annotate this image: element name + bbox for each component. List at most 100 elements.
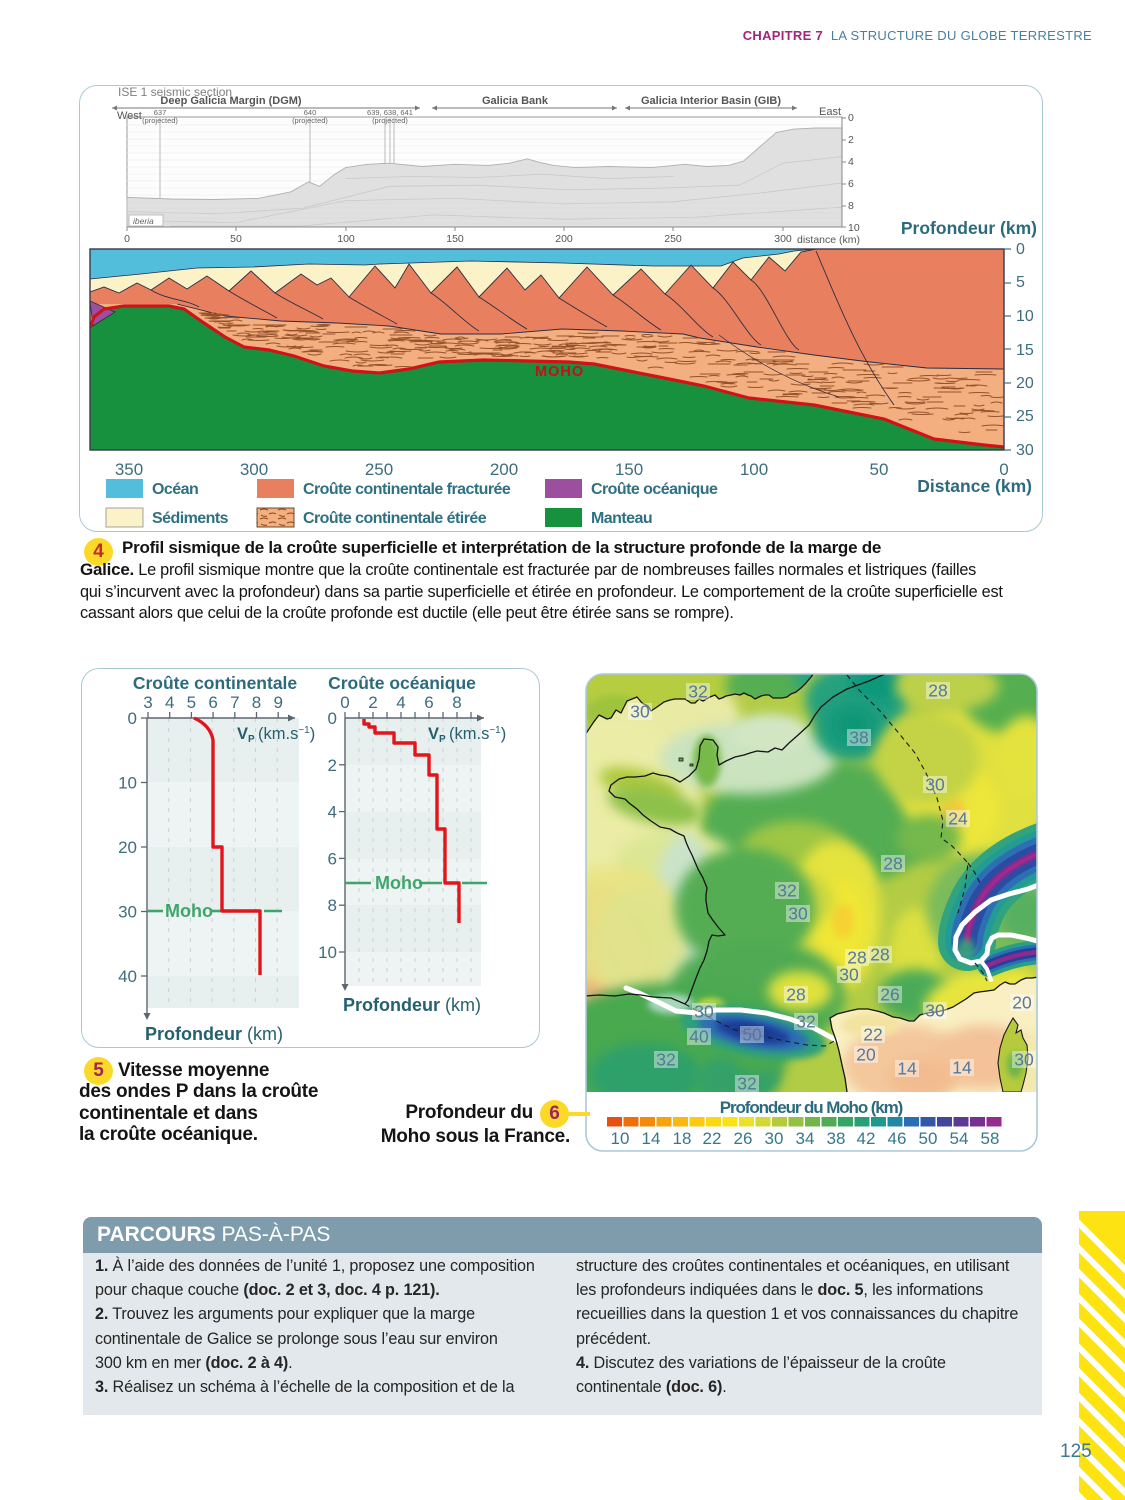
svg-text:(projected): (projected) xyxy=(142,116,178,125)
svg-text:30: 30 xyxy=(118,903,137,922)
svg-text:14: 14 xyxy=(952,1058,972,1078)
svg-text:distance (km): distance (km) xyxy=(797,234,860,246)
svg-text:(projected): (projected) xyxy=(372,116,408,125)
svg-text:150: 150 xyxy=(615,460,643,479)
svg-text:26: 26 xyxy=(880,985,899,1005)
svg-text:3: 3 xyxy=(143,693,152,712)
svg-text:Manteau: Manteau xyxy=(591,510,652,527)
svg-text:250: 250 xyxy=(664,233,682,245)
svg-text:28: 28 xyxy=(786,985,805,1005)
svg-text:10: 10 xyxy=(118,774,137,793)
svg-text:28: 28 xyxy=(928,681,947,701)
svg-text:ISE 1 seismic section: ISE 1 seismic section xyxy=(118,85,232,99)
svg-text:Profondeur du Moho (km): Profondeur du Moho (km) xyxy=(720,1098,903,1117)
svg-text:2: 2 xyxy=(848,134,854,146)
svg-text:10: 10 xyxy=(848,222,860,234)
svg-text:28: 28 xyxy=(870,945,889,965)
svg-text:Distance (km): Distance (km) xyxy=(917,476,1032,496)
svg-text:0: 0 xyxy=(128,709,137,728)
svg-text:32: 32 xyxy=(737,1074,756,1094)
svg-text:VP (km.s−1): VP (km.s−1) xyxy=(237,725,315,745)
svg-text:Deep Galicia Margin (DGM): Deep Galicia Margin (DGM) xyxy=(160,95,302,107)
svg-text:50: 50 xyxy=(230,233,242,245)
svg-text:30: 30 xyxy=(788,904,808,924)
svg-text:42: 42 xyxy=(857,1129,876,1148)
svg-text:4: 4 xyxy=(848,156,854,168)
svg-text:100: 100 xyxy=(740,460,768,479)
svg-text:14: 14 xyxy=(897,1059,917,1079)
svg-text:Profondeur (km): Profondeur (km) xyxy=(145,1024,283,1044)
svg-text:350: 350 xyxy=(115,460,143,479)
svg-text:10: 10 xyxy=(318,943,337,962)
svg-text:4: 4 xyxy=(396,693,405,712)
svg-text:32: 32 xyxy=(777,881,796,901)
svg-text:34: 34 xyxy=(796,1129,815,1148)
svg-text:640: 640 xyxy=(304,108,317,117)
svg-text:100: 100 xyxy=(337,233,355,245)
svg-text:0: 0 xyxy=(340,693,349,712)
svg-text:Croûte continentale: Croûte continentale xyxy=(133,673,298,693)
svg-text:30: 30 xyxy=(694,1002,714,1022)
svg-text:8: 8 xyxy=(452,693,461,712)
svg-text:Croûte océanique: Croûte océanique xyxy=(591,481,718,498)
svg-text:30: 30 xyxy=(1016,442,1034,459)
svg-text:0: 0 xyxy=(848,112,854,124)
svg-text:26: 26 xyxy=(734,1129,753,1148)
svg-text:637: 637 xyxy=(154,108,167,117)
svg-text:10: 10 xyxy=(611,1129,630,1148)
svg-text:7: 7 xyxy=(230,693,239,712)
svg-text:0: 0 xyxy=(328,709,337,728)
svg-text:8: 8 xyxy=(252,693,261,712)
svg-text:Croûte continentale fracturée: Croûte continentale fracturée xyxy=(303,481,511,498)
svg-text:Moho: Moho xyxy=(375,873,423,893)
svg-text:14: 14 xyxy=(642,1129,661,1148)
svg-text:East: East xyxy=(819,106,841,118)
svg-text:25: 25 xyxy=(1016,408,1034,425)
svg-text:32: 32 xyxy=(796,1012,815,1032)
svg-text:20: 20 xyxy=(856,1045,876,1065)
svg-text:30: 30 xyxy=(630,702,650,722)
svg-text:5: 5 xyxy=(187,693,196,712)
svg-text:22: 22 xyxy=(863,1025,882,1045)
svg-text:20: 20 xyxy=(1016,375,1034,392)
svg-text:Galicia Interior Basin (GIB): Galicia Interior Basin (GIB) xyxy=(641,95,781,107)
svg-text:50: 50 xyxy=(870,460,889,479)
svg-text:6: 6 xyxy=(848,178,854,190)
svg-text:150: 150 xyxy=(446,233,464,245)
svg-text:Galicia Bank: Galicia Bank xyxy=(482,95,549,107)
svg-text:18: 18 xyxy=(673,1129,692,1148)
svg-text:9: 9 xyxy=(273,693,282,712)
svg-text:4: 4 xyxy=(328,803,337,822)
svg-text:40: 40 xyxy=(689,1027,709,1047)
svg-text:32: 32 xyxy=(656,1050,675,1070)
svg-text:30: 30 xyxy=(839,965,859,985)
svg-text:6: 6 xyxy=(328,849,337,868)
svg-text:30: 30 xyxy=(1014,1050,1034,1070)
svg-text:50: 50 xyxy=(919,1129,938,1148)
svg-text:30: 30 xyxy=(765,1129,784,1148)
svg-text:6: 6 xyxy=(208,693,217,712)
svg-text:2: 2 xyxy=(328,756,337,775)
svg-text:250: 250 xyxy=(365,460,393,479)
svg-text:50: 50 xyxy=(742,1025,762,1045)
svg-text:200: 200 xyxy=(490,460,518,479)
svg-text:Croûte continentale étirée: Croûte continentale étirée xyxy=(303,510,487,527)
svg-text:22: 22 xyxy=(703,1129,722,1148)
svg-text:38: 38 xyxy=(827,1129,846,1148)
svg-text:0: 0 xyxy=(1016,241,1025,258)
svg-text:MOHO: MOHO xyxy=(535,364,584,380)
svg-text:6: 6 xyxy=(424,693,433,712)
svg-text:Profondeur (km): Profondeur (km) xyxy=(901,218,1037,238)
svg-text:(projected): (projected) xyxy=(292,116,328,125)
svg-text:15: 15 xyxy=(1016,342,1034,359)
svg-text:38: 38 xyxy=(849,728,868,748)
svg-text:32: 32 xyxy=(688,682,707,702)
svg-text:West: West xyxy=(117,110,142,122)
svg-text:8: 8 xyxy=(328,896,337,915)
svg-text:5: 5 xyxy=(1016,274,1025,291)
svg-text:28: 28 xyxy=(847,948,866,968)
svg-text:2: 2 xyxy=(368,693,377,712)
svg-text:0: 0 xyxy=(999,460,1008,479)
svg-text:4: 4 xyxy=(165,693,174,712)
svg-text:Croûte océanique: Croûte océanique xyxy=(328,673,476,693)
